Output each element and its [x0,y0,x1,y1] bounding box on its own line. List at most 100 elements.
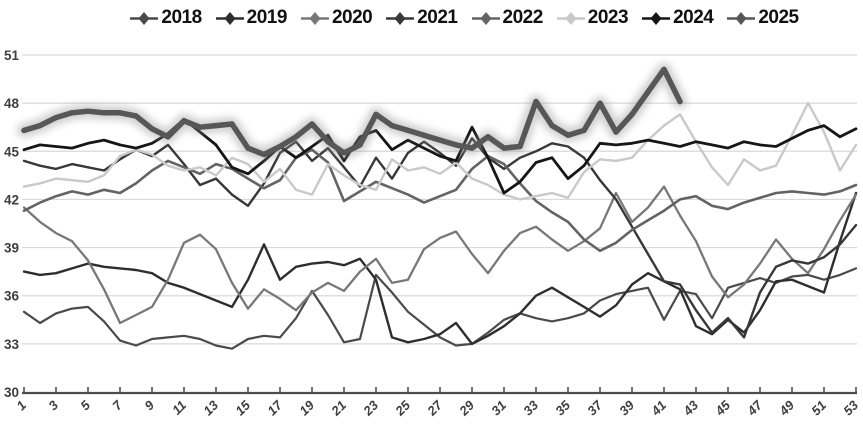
x-tick-label: 1 [13,398,29,414]
series-marker-2025 [85,108,91,114]
series-marker-2025 [213,122,219,129]
x-tick-label: 3 [45,397,61,413]
series-marker-2025 [245,145,251,151]
series-marker-2025 [629,111,635,118]
series-marker-2025 [533,98,539,105]
legend-item-2018: 2018 [130,7,202,29]
legend-item-2025: 2025 [727,7,799,29]
legend-label: 2022 [502,7,544,28]
series-marker-2025 [389,122,395,129]
x-tick-label: 45 [712,397,734,419]
series-marker-2025 [453,142,459,148]
series-marker-2025 [597,100,603,106]
diamond-marker-icon [556,11,585,25]
x-tick-label: 33 [520,397,541,418]
series-marker-2025 [565,132,571,138]
legend-item-2020: 2020 [300,7,373,29]
x-tick-label: 9 [141,397,157,413]
series-marker-2025 [421,132,427,138]
series-marker-2025 [165,134,171,140]
diamond-marker-icon [215,11,244,25]
diamond-marker-icon [727,11,756,25]
series-marker-2025 [37,122,43,129]
legend-label: 2025 [758,7,799,28]
series-marker-2025 [661,66,667,73]
x-tick-label: 47 [744,397,766,419]
series-marker-2025 [117,110,123,116]
diamond-marker-icon [386,11,415,25]
series-marker-2025 [133,113,139,119]
legend-label: 2021 [417,7,458,28]
x-tick-label: 41 [648,398,670,420]
series-marker-2025 [293,134,299,140]
x-tick-label: 53 [840,397,861,418]
series-marker-2025 [181,118,187,124]
x-tick-label: 37 [584,397,605,418]
x-tick-label: 27 [424,397,446,419]
series-marker-2025 [373,111,379,118]
x-tick-label: 31 [488,398,509,419]
series-marker-2025 [405,127,411,134]
series-marker-2025 [261,151,267,158]
legend-label: 2023 [587,7,629,28]
y-tick-label: 39 [4,241,19,256]
series-marker-2025 [501,145,507,151]
legend-item-2023: 2023 [556,7,629,29]
y-tick-label: 36 [4,289,20,304]
series-marker-2025 [677,98,683,105]
series-marker-2025 [357,142,363,148]
legend-label: 2024 [673,7,714,28]
x-tick-label: 51 [808,398,829,419]
series-marker-2025 [149,126,155,132]
legend-item-2022: 2022 [471,7,544,29]
diamond-marker-icon [130,11,159,25]
y-tick-label: 33 [4,337,20,352]
series-marker-2025 [613,129,619,135]
legend-item-2019: 2019 [215,7,287,29]
x-tick-label: 17 [264,397,285,418]
series-marker-2025 [325,138,331,145]
x-tick-label: 23 [360,397,382,419]
series-marker-2025 [21,127,27,134]
series-marker-2025 [101,110,107,116]
y-tick-label: 48 [4,96,20,111]
series-line-2018 [22,267,858,350]
x-tick-label: 21 [328,398,350,420]
legend-label: 2018 [161,7,202,28]
series-marker-2025 [645,89,651,95]
x-tick-label: 35 [552,397,573,418]
diamond-marker-icon [642,11,671,25]
series-marker-2025 [197,124,203,130]
x-tick-label: 13 [200,397,221,418]
x-tick-label: 39 [616,397,637,418]
x-tick-label: 7 [109,397,125,413]
series-marker-2025 [485,134,491,140]
series-marker-2025 [581,127,587,134]
legend-item-2021: 2021 [386,7,458,29]
series-marker-2025 [437,137,443,143]
x-tick-label: 43 [680,397,702,419]
series-marker-2025 [277,143,283,150]
series-marker-2025 [341,150,347,156]
series-marker-2025 [229,121,235,127]
series-marker-2025 [549,122,555,129]
x-tick-label: 5 [77,397,93,413]
y-tick-label: 51 [4,48,20,63]
series-line-2022 [22,148,858,253]
x-tick-label: 29 [456,397,478,419]
series-marker-2025 [309,121,315,127]
y-tick-label: 42 [4,192,19,207]
x-tick-label: 49 [776,397,798,419]
y-tick-label: 30 [4,385,19,400]
series-marker-2025 [69,110,75,116]
diamond-marker-icon [300,11,329,25]
series-line-2025 [21,66,683,158]
x-tick-label: 15 [232,397,253,418]
series-line-2020 [22,185,858,325]
chart-legend: 2018 2019 2020 2021 2022 2023 2024 2025 [0,3,863,33]
y-tick-label: 45 [4,144,20,159]
legend-item-2024: 2024 [642,7,714,29]
x-tick-label: 25 [392,397,414,419]
